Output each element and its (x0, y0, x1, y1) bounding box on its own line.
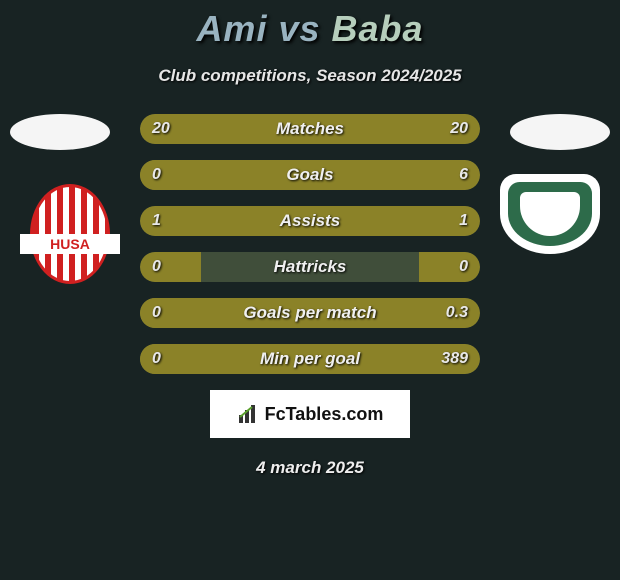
stat-row: 11Assists (140, 206, 480, 236)
brand-text: FcTables.com (265, 404, 384, 425)
stat-label: Goals (140, 160, 480, 190)
player1-avatar (10, 114, 110, 150)
stat-row: 2020Matches (140, 114, 480, 144)
subtitle: Club competitions, Season 2024/2025 (0, 66, 620, 86)
player2-avatar (510, 114, 610, 150)
stat-row: 06Goals (140, 160, 480, 190)
stat-row: 0389Min per goal (140, 344, 480, 374)
player2-name: Baba (332, 8, 424, 49)
snapshot-date: 4 march 2025 (0, 458, 620, 478)
stat-label: Hattricks (140, 252, 480, 282)
stat-row: 00Hattricks (140, 252, 480, 282)
player2-club-badge (500, 174, 600, 254)
player1-name: Ami (196, 8, 267, 49)
stat-label: Goals per match (140, 298, 480, 328)
brand-badge: FcTables.com (210, 390, 410, 438)
chart-icon (237, 403, 259, 425)
stat-row: 00.3Goals per match (140, 298, 480, 328)
comparison-content: 2020Matches 06Goals 11Assists 00Hattricks 00… (0, 114, 620, 374)
stat-label: Assists (140, 206, 480, 236)
stat-label: Matches (140, 114, 480, 144)
player1-club-badge (20, 174, 120, 294)
vs-label: vs (278, 8, 320, 49)
stat-label: Min per goal (140, 344, 480, 374)
page-title: Ami vs Baba (0, 0, 620, 50)
stat-bars: 2020Matches 06Goals 11Assists 00Hattricks 00… (140, 114, 480, 374)
